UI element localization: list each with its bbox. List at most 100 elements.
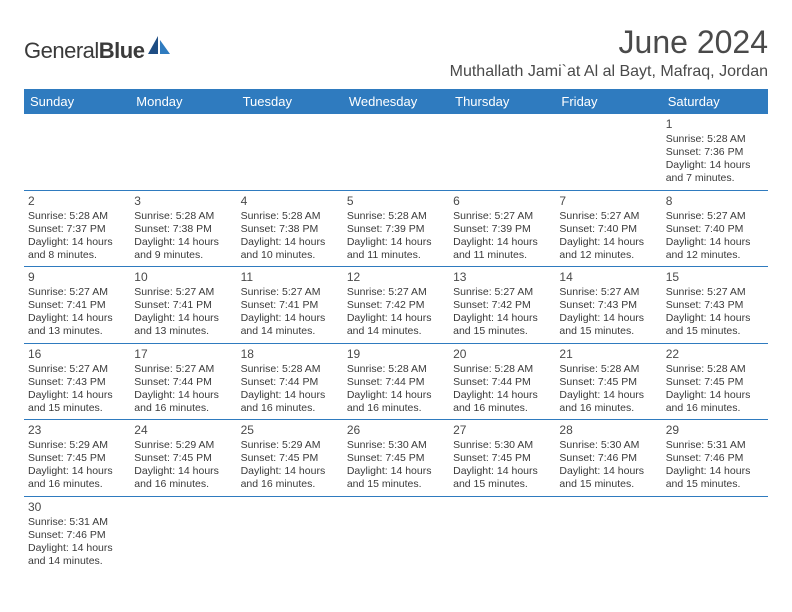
day-number: 21 <box>559 347 657 362</box>
calendar-day-empty <box>237 114 343 190</box>
daylight-line: Daylight: 14 hours and 15 minutes. <box>559 465 657 491</box>
sunrise-line: Sunrise: 5:28 AM <box>666 133 764 146</box>
sunset-line: Sunset: 7:41 PM <box>241 299 339 312</box>
day-number: 1 <box>666 117 764 132</box>
daylight-line: Daylight: 14 hours and 16 minutes. <box>28 465 126 491</box>
sunrise-line: Sunrise: 5:27 AM <box>453 286 551 299</box>
day-number: 22 <box>666 347 764 362</box>
sunset-line: Sunset: 7:40 PM <box>666 223 764 236</box>
calendar-day-empty <box>237 497 343 573</box>
daylight-line: Daylight: 14 hours and 16 minutes. <box>134 465 232 491</box>
calendar-day: 21Sunrise: 5:28 AMSunset: 7:45 PMDayligh… <box>555 344 661 420</box>
weekday-header: Sunday <box>24 89 130 114</box>
sunrise-line: Sunrise: 5:28 AM <box>347 363 445 376</box>
sunset-line: Sunset: 7:41 PM <box>134 299 232 312</box>
calendar-body: 1Sunrise: 5:28 AMSunset: 7:36 PMDaylight… <box>24 114 768 572</box>
calendar-day: 23Sunrise: 5:29 AMSunset: 7:45 PMDayligh… <box>24 420 130 496</box>
sunrise-line: Sunrise: 5:28 AM <box>453 363 551 376</box>
sunrise-line: Sunrise: 5:28 AM <box>666 363 764 376</box>
calendar-day: 4Sunrise: 5:28 AMSunset: 7:38 PMDaylight… <box>237 191 343 267</box>
daylight-line: Daylight: 14 hours and 16 minutes. <box>241 389 339 415</box>
daylight-line: Daylight: 14 hours and 8 minutes. <box>28 236 126 262</box>
sunset-line: Sunset: 7:46 PM <box>666 452 764 465</box>
calendar-day: 3Sunrise: 5:28 AMSunset: 7:38 PMDaylight… <box>130 191 236 267</box>
day-number: 13 <box>453 270 551 285</box>
calendar-day: 2Sunrise: 5:28 AMSunset: 7:37 PMDaylight… <box>24 191 130 267</box>
calendar-day: 5Sunrise: 5:28 AMSunset: 7:39 PMDaylight… <box>343 191 449 267</box>
calendar-day: 30Sunrise: 5:31 AMSunset: 7:46 PMDayligh… <box>24 497 130 573</box>
sunrise-line: Sunrise: 5:27 AM <box>347 286 445 299</box>
sunset-line: Sunset: 7:44 PM <box>347 376 445 389</box>
calendar-week: 16Sunrise: 5:27 AMSunset: 7:43 PMDayligh… <box>24 344 768 421</box>
daylight-line: Daylight: 14 hours and 16 minutes. <box>134 389 232 415</box>
calendar-day: 11Sunrise: 5:27 AMSunset: 7:41 PMDayligh… <box>237 267 343 343</box>
weekday-header-row: SundayMondayTuesdayWednesdayThursdayFrid… <box>24 89 768 114</box>
daylight-line: Daylight: 14 hours and 15 minutes. <box>347 465 445 491</box>
calendar-week: 9Sunrise: 5:27 AMSunset: 7:41 PMDaylight… <box>24 267 768 344</box>
calendar-day: 10Sunrise: 5:27 AMSunset: 7:41 PMDayligh… <box>130 267 236 343</box>
day-number: 10 <box>134 270 232 285</box>
sunset-line: Sunset: 7:39 PM <box>347 223 445 236</box>
sunrise-line: Sunrise: 5:27 AM <box>28 286 126 299</box>
sunset-line: Sunset: 7:45 PM <box>28 452 126 465</box>
daylight-line: Daylight: 14 hours and 14 minutes. <box>347 312 445 338</box>
daylight-line: Daylight: 14 hours and 14 minutes. <box>28 542 126 568</box>
calendar-day-empty <box>24 114 130 190</box>
sunrise-line: Sunrise: 5:28 AM <box>559 363 657 376</box>
logo-text: GeneralBlue <box>24 38 144 64</box>
sunset-line: Sunset: 7:40 PM <box>559 223 657 236</box>
calendar-day-empty <box>130 497 236 573</box>
day-number: 9 <box>28 270 126 285</box>
calendar-day: 17Sunrise: 5:27 AMSunset: 7:44 PMDayligh… <box>130 344 236 420</box>
calendar-day: 1Sunrise: 5:28 AMSunset: 7:36 PMDaylight… <box>662 114 768 190</box>
calendar-day: 28Sunrise: 5:30 AMSunset: 7:46 PMDayligh… <box>555 420 661 496</box>
sunrise-line: Sunrise: 5:31 AM <box>28 516 126 529</box>
sunset-line: Sunset: 7:44 PM <box>453 376 551 389</box>
day-number: 25 <box>241 423 339 438</box>
sunset-line: Sunset: 7:46 PM <box>28 529 126 542</box>
calendar-week: 1Sunrise: 5:28 AMSunset: 7:36 PMDaylight… <box>24 114 768 191</box>
calendar-day: 27Sunrise: 5:30 AMSunset: 7:45 PMDayligh… <box>449 420 555 496</box>
sunset-line: Sunset: 7:39 PM <box>453 223 551 236</box>
sunrise-line: Sunrise: 5:30 AM <box>347 439 445 452</box>
weekday-header: Friday <box>555 89 661 114</box>
calendar-week: 30Sunrise: 5:31 AMSunset: 7:46 PMDayligh… <box>24 497 768 573</box>
sunrise-line: Sunrise: 5:29 AM <box>28 439 126 452</box>
sunset-line: Sunset: 7:42 PM <box>453 299 551 312</box>
sunrise-line: Sunrise: 5:27 AM <box>559 210 657 223</box>
sunset-line: Sunset: 7:43 PM <box>28 376 126 389</box>
sunset-line: Sunset: 7:44 PM <box>134 376 232 389</box>
sunset-line: Sunset: 7:45 PM <box>666 376 764 389</box>
sunrise-line: Sunrise: 5:31 AM <box>666 439 764 452</box>
daylight-line: Daylight: 14 hours and 15 minutes. <box>666 465 764 491</box>
calendar-day: 25Sunrise: 5:29 AMSunset: 7:45 PMDayligh… <box>237 420 343 496</box>
sunrise-line: Sunrise: 5:30 AM <box>453 439 551 452</box>
sunrise-line: Sunrise: 5:27 AM <box>241 286 339 299</box>
sunset-line: Sunset: 7:38 PM <box>134 223 232 236</box>
daylight-line: Daylight: 14 hours and 15 minutes. <box>453 312 551 338</box>
weekday-header: Tuesday <box>237 89 343 114</box>
day-number: 2 <box>28 194 126 209</box>
calendar-day: 13Sunrise: 5:27 AMSunset: 7:42 PMDayligh… <box>449 267 555 343</box>
sunset-line: Sunset: 7:45 PM <box>453 452 551 465</box>
location: Muthallath Jami`at Al al Bayt, Mafraq, J… <box>450 63 768 81</box>
daylight-line: Daylight: 14 hours and 10 minutes. <box>241 236 339 262</box>
day-number: 24 <box>134 423 232 438</box>
sunrise-line: Sunrise: 5:27 AM <box>28 363 126 376</box>
day-number: 4 <box>241 194 339 209</box>
daylight-line: Daylight: 14 hours and 11 minutes. <box>347 236 445 262</box>
sunrise-line: Sunrise: 5:28 AM <box>134 210 232 223</box>
sunset-line: Sunset: 7:43 PM <box>666 299 764 312</box>
sunrise-line: Sunrise: 5:29 AM <box>134 439 232 452</box>
sunset-line: Sunset: 7:45 PM <box>241 452 339 465</box>
day-number: 23 <box>28 423 126 438</box>
daylight-line: Daylight: 14 hours and 9 minutes. <box>134 236 232 262</box>
logo-text-general: General <box>24 38 99 63</box>
logo: GeneralBlue <box>24 24 172 64</box>
weekday-header: Saturday <box>662 89 768 114</box>
sunrise-line: Sunrise: 5:28 AM <box>28 210 126 223</box>
day-number: 20 <box>453 347 551 362</box>
daylight-line: Daylight: 14 hours and 16 minutes. <box>666 389 764 415</box>
calendar-day-empty <box>449 114 555 190</box>
daylight-line: Daylight: 14 hours and 13 minutes. <box>28 312 126 338</box>
